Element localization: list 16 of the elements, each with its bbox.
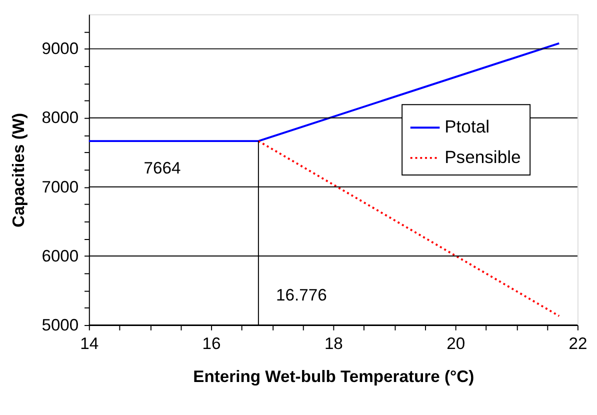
x-tick-label: 22 — [568, 334, 588, 353]
y-tick-label: 9000 — [42, 39, 79, 58]
x-axis-title: Entering Wet-bulb Temperature (°C) — [193, 367, 474, 386]
ref-line-label: 16.776 — [276, 286, 327, 305]
y-tick-label: 5000 — [42, 315, 79, 334]
x-tick-label: 16 — [202, 334, 221, 353]
legend-label: Psensible — [444, 146, 521, 167]
legend-label: Ptotal — [444, 116, 490, 137]
y-tick-label: 6000 — [42, 246, 79, 266]
x-tick-label: 20 — [446, 334, 466, 353]
y-tick-label: 7000 — [42, 177, 79, 196]
x-tick-label: 14 — [80, 334, 99, 353]
y-axis-title: Capacities (W) — [9, 112, 28, 228]
x-tick-label: 18 — [324, 334, 343, 353]
annotation: 7664 — [144, 158, 181, 178]
y-tick-label: 8000 — [42, 108, 79, 128]
